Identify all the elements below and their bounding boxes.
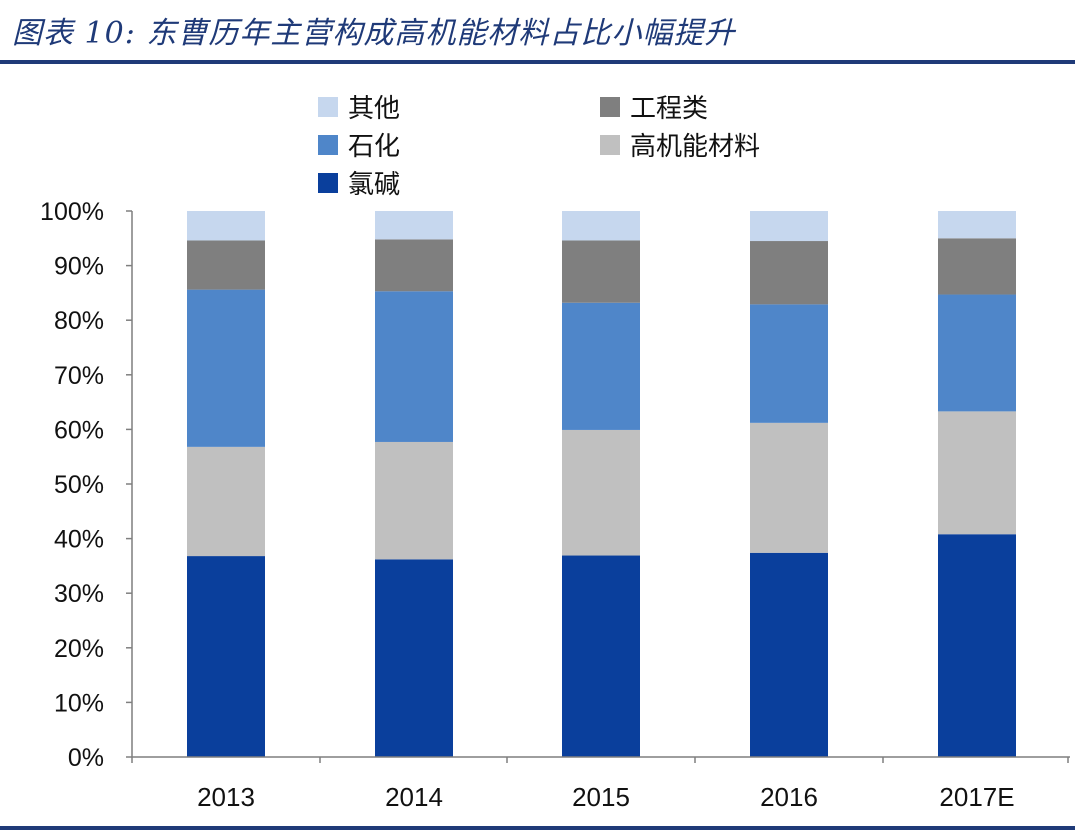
bar-segment-2013-series-2 bbox=[187, 289, 265, 447]
x-tick-label-2016: 2016 bbox=[760, 782, 818, 812]
y-tick-label: 90% bbox=[54, 253, 104, 281]
y-tick-label: 100% bbox=[40, 198, 104, 226]
bar-segment-2017e-series-0 bbox=[938, 534, 1016, 757]
bar-segment-2017e-series-4 bbox=[938, 211, 1016, 239]
bar-segment-2014-series-2 bbox=[375, 291, 453, 442]
bar-segment-2016-series-2 bbox=[750, 304, 828, 423]
bar-segment-2013-series-4 bbox=[187, 211, 265, 241]
y-tick-label: 0% bbox=[68, 744, 104, 772]
bar-segment-2014-series-3 bbox=[375, 239, 453, 292]
bars-layer bbox=[187, 211, 1016, 757]
x-tick-label-2015: 2015 bbox=[572, 782, 630, 812]
bar-segment-2013-series-3 bbox=[187, 240, 265, 290]
bar-segment-2016-series-4 bbox=[750, 211, 828, 242]
bar-segment-2015-series-2 bbox=[562, 302, 640, 430]
bar-segment-2016-series-3 bbox=[750, 241, 828, 305]
y-tick-label: 80% bbox=[54, 307, 104, 335]
chart-title: 图表 10: 东曹历年主营构成高机能材料占比小幅提升 bbox=[12, 16, 736, 51]
y-tick-label: 40% bbox=[54, 526, 104, 554]
x-tick-label-2017e: 2017E bbox=[939, 782, 1014, 812]
x-tick-label-2014: 2014 bbox=[385, 782, 443, 812]
y-tick-label: 30% bbox=[54, 580, 104, 608]
bar-segment-2016-series-0 bbox=[750, 552, 828, 757]
y-tick-label: 10% bbox=[54, 689, 104, 717]
title-divider bbox=[0, 60, 1075, 64]
bar-segment-2017e-series-1 bbox=[938, 411, 1016, 535]
x-tick-label-2013: 2013 bbox=[197, 782, 255, 812]
bar-segment-2014-series-1 bbox=[375, 441, 453, 560]
axes-layer: 0% 10% 20% 30% 40% 50% 60% 70% 80% 90% 100% 2013 201… bbox=[40, 198, 1070, 812]
bar-segment-2016-series-1 bbox=[750, 422, 828, 553]
y-tick-label: 20% bbox=[54, 635, 104, 663]
bar-segment-2015-series-4 bbox=[562, 211, 640, 241]
bar-segment-2017e-series-3 bbox=[938, 238, 1016, 295]
y-tick-label: 50% bbox=[54, 471, 104, 499]
bar-segment-2015-series-0 bbox=[562, 555, 640, 757]
footer-divider bbox=[0, 826, 1075, 830]
bar-segment-2013-series-1 bbox=[187, 446, 265, 557]
y-tick-label: 60% bbox=[54, 416, 104, 444]
bar-segment-2017e-series-2 bbox=[938, 294, 1016, 412]
y-tick-label: 70% bbox=[54, 362, 104, 390]
bar-segment-2015-series-3 bbox=[562, 240, 640, 303]
bar-segment-2014-series-4 bbox=[375, 211, 453, 240]
bar-segment-2015-series-1 bbox=[562, 429, 640, 556]
bar-segment-2013-series-0 bbox=[187, 556, 265, 757]
bar-segment-2014-series-0 bbox=[375, 559, 453, 757]
